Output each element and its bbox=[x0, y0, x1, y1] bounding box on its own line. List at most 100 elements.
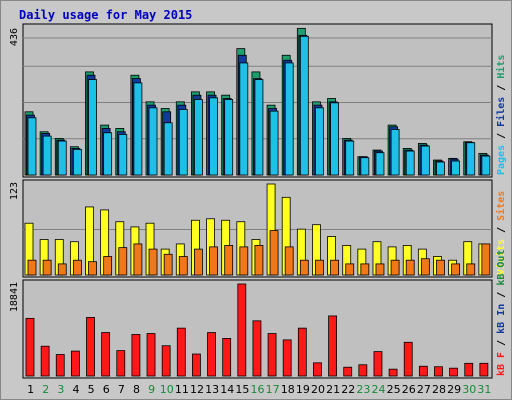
bar-pages bbox=[269, 110, 279, 176]
bar-pages bbox=[405, 150, 415, 176]
x-tick-label: 16 bbox=[251, 383, 265, 396]
bar-kbf bbox=[403, 341, 413, 377]
bar-sites bbox=[88, 261, 97, 276]
x-tick-label: 19 bbox=[296, 383, 310, 396]
bar-pages bbox=[103, 132, 113, 176]
x-axis-labels: 1 2 3 4 5 6 7 8 9 10 11 12 13 14 15 16 17 18 19 20 21 22 23 24 2… bbox=[27, 383, 491, 396]
bar-sites bbox=[178, 256, 188, 276]
legend-entry: / bbox=[496, 221, 507, 239]
x-tick-label: 29 bbox=[447, 383, 461, 396]
x-tick-label: 30 bbox=[462, 383, 476, 396]
bar-pages bbox=[72, 148, 82, 176]
x-tick-label: 13 bbox=[205, 383, 219, 396]
max-value-label: 123 bbox=[9, 182, 20, 200]
bar-pages bbox=[148, 107, 158, 176]
legend-entry: kB In bbox=[496, 304, 507, 334]
bar-kbf bbox=[70, 350, 80, 377]
x-tick-label: 6 bbox=[103, 383, 110, 396]
chart-title: Daily usage for May 2015 bbox=[19, 8, 193, 22]
bar-pages bbox=[330, 102, 339, 176]
bar-pages bbox=[345, 140, 355, 176]
bar-kbf bbox=[282, 339, 292, 377]
bar-sites bbox=[330, 259, 339, 276]
bar-sites bbox=[72, 259, 82, 276]
bar-sites bbox=[466, 263, 476, 276]
legend: Visits / Sites bbox=[495, 191, 507, 275]
bar-kbf bbox=[449, 367, 459, 377]
bar-kbf bbox=[222, 338, 232, 377]
x-tick-label: 27 bbox=[417, 383, 431, 396]
hits-panel: 436 Pages / Files / Hits bbox=[9, 23, 507, 178]
bar-sites bbox=[27, 259, 37, 276]
bar-pages bbox=[224, 99, 234, 176]
bar-pages bbox=[42, 135, 52, 176]
x-tick-label: 12 bbox=[190, 383, 204, 396]
bar-sites bbox=[133, 243, 143, 276]
legend-entry: Visits bbox=[495, 239, 507, 275]
legend-entry: / bbox=[496, 286, 507, 304]
legend-entry: / bbox=[496, 334, 507, 352]
bar-sites bbox=[436, 259, 445, 276]
bar-pages bbox=[163, 122, 173, 176]
bar-sites bbox=[375, 263, 385, 276]
bar-pages bbox=[118, 134, 128, 176]
bar-kbf bbox=[328, 315, 337, 377]
bar-sites bbox=[345, 263, 355, 276]
bar-kbf bbox=[86, 317, 95, 377]
x-tick-label: 26 bbox=[402, 383, 416, 396]
bar-pages bbox=[299, 35, 309, 176]
bar-sites bbox=[209, 246, 218, 276]
bar-kbf bbox=[101, 332, 111, 377]
bar-kbf bbox=[176, 327, 186, 377]
bar-kbf bbox=[297, 327, 307, 377]
bar-sites bbox=[269, 230, 279, 276]
x-tick-label: 3 bbox=[57, 383, 64, 396]
bar-pages bbox=[284, 62, 294, 176]
bar-sites bbox=[405, 259, 415, 276]
bar-sites bbox=[57, 263, 67, 276]
bar-sites bbox=[481, 243, 491, 276]
bar-sites bbox=[148, 248, 158, 276]
x-tick-label: 21 bbox=[326, 383, 340, 396]
max-value-label: 436 bbox=[9, 28, 20, 46]
legend-entry: Files bbox=[495, 97, 507, 127]
bar-kbf bbox=[313, 362, 322, 377]
bar-kbf bbox=[192, 353, 201, 377]
bar-sites bbox=[451, 263, 461, 276]
bar-pages bbox=[436, 161, 445, 176]
bar-kbf bbox=[373, 351, 383, 377]
legend-entry: Hits bbox=[495, 55, 507, 79]
kbytes-panel: 18841 kB F / kB In / kB Out bbox=[9, 250, 507, 379]
legend-entry: kB Out bbox=[496, 250, 507, 286]
bar-pages bbox=[133, 82, 143, 176]
x-tick-label: 18 bbox=[281, 383, 295, 396]
bar-kbf bbox=[25, 317, 35, 377]
bar-kbf bbox=[388, 368, 398, 377]
bar-kbf bbox=[418, 365, 428, 377]
bar-sites bbox=[194, 248, 203, 276]
legend-entry: kB F bbox=[496, 352, 507, 376]
bar-kbf bbox=[131, 334, 141, 377]
bar-kbf bbox=[116, 350, 126, 377]
bar-sites bbox=[224, 245, 234, 276]
visits-panel: 123 Visits / Sites bbox=[9, 179, 507, 278]
legend: Pages / Files / Hits bbox=[495, 55, 507, 175]
bar-sites bbox=[118, 247, 128, 276]
bar-sites bbox=[103, 256, 113, 276]
x-tick-label: 5 bbox=[88, 383, 95, 396]
bar-kbf bbox=[464, 362, 474, 377]
legend-entry: / bbox=[496, 79, 507, 97]
bar-kbf bbox=[146, 333, 156, 377]
bar-pages bbox=[27, 117, 37, 176]
bar-sites bbox=[420, 258, 430, 276]
x-tick-label: 24 bbox=[372, 383, 386, 396]
bar-kbf bbox=[237, 283, 247, 377]
x-tick-label: 17 bbox=[266, 383, 280, 396]
bar-pages bbox=[209, 97, 218, 176]
x-tick-label: 31 bbox=[477, 383, 491, 396]
bar-pages bbox=[315, 107, 324, 176]
x-tick-label: 23 bbox=[356, 383, 370, 396]
bar-kbf bbox=[358, 364, 368, 377]
x-tick-label: 7 bbox=[118, 383, 125, 396]
